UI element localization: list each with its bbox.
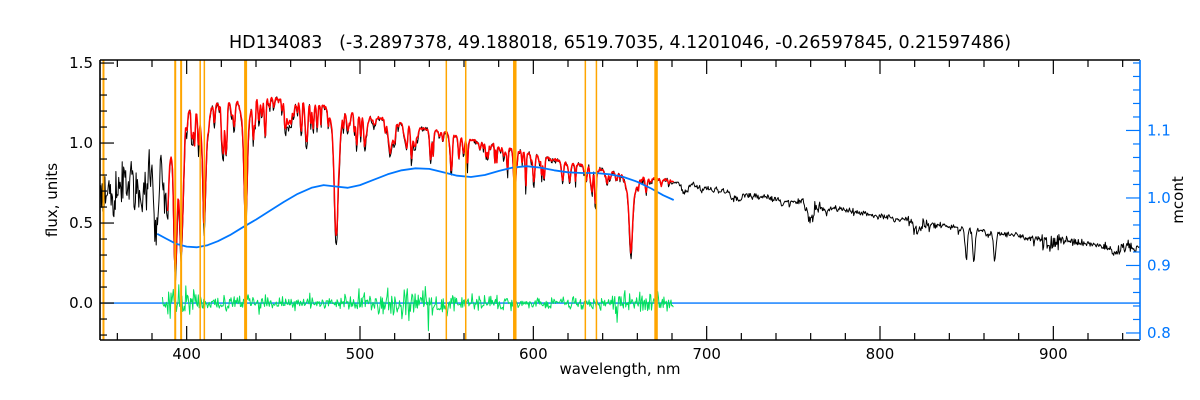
mcont-tick-label: 0.9	[1147, 256, 1171, 274]
x-tick-label: 700	[692, 345, 721, 363]
observed-spectrum-path	[99, 96, 1140, 281]
flux-tick-label: 1.5	[69, 54, 93, 72]
x-tick-label: 500	[346, 345, 375, 363]
model-fit-path	[166, 96, 675, 270]
traces-layer	[99, 96, 1140, 332]
flux-tick-label: 0.5	[69, 214, 93, 232]
x-tick-label: 600	[519, 345, 548, 363]
chart-title: HD134083 (-3.2897378, 49.188018, 6519.70…	[229, 33, 1011, 53]
flux-tick-label: 0.0	[69, 294, 93, 312]
mcont-tick-label: 0.8	[1147, 324, 1171, 342]
mcont-curve-path	[156, 165, 675, 249]
marker-lines-layer	[102, 60, 658, 340]
axes-layer: 400 500 600 700 800 900 0.0 0.5 1.0 1.5 0.8 0.9 1.0 1…	[69, 54, 1171, 363]
y-axis-label-left: flux, units	[43, 163, 61, 237]
x-tick-label: 800	[866, 345, 895, 363]
mcont-tick-label: 1.0	[1147, 189, 1171, 207]
plot-layers: 400 500 600 700 800 900 0.0 0.5 1.0 1.5 0.8 0.9 1.0 1…	[69, 54, 1171, 363]
mcont-tick-label: 1.1	[1147, 121, 1171, 139]
y-axis-label-right: mcont	[1169, 176, 1187, 224]
x-axis-label: wavelength, nm	[559, 360, 680, 378]
x-tick-label: 900	[1039, 345, 1068, 363]
residuals-path	[161, 284, 674, 332]
x-tick-label: 400	[172, 345, 201, 363]
flux-tick-label: 1.0	[69, 134, 93, 152]
